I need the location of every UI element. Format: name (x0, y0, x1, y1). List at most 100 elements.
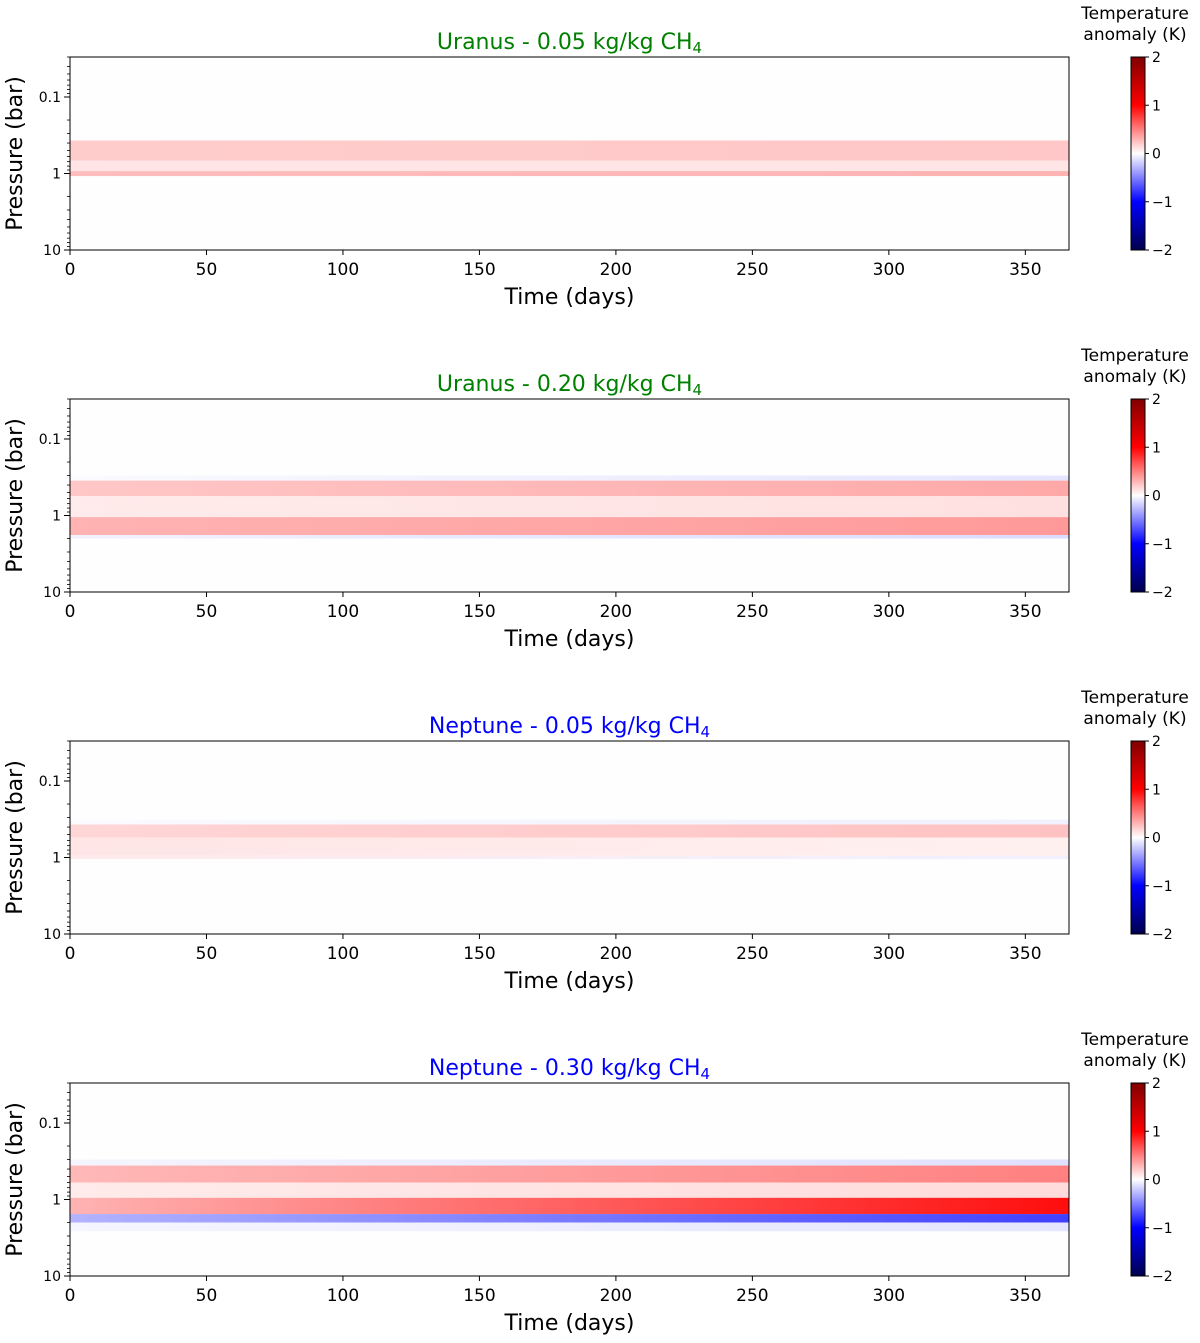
colorbar-label-line1: Temperature (1080, 346, 1189, 366)
colorbar-tick-label: 1 (1152, 782, 1161, 798)
y-axis-label: Pressure (bar) (3, 76, 28, 231)
heatmap-band (70, 1165, 1069, 1183)
x-tick-label: 250 (736, 1286, 768, 1306)
x-tick-label: 200 (600, 260, 632, 280)
colorbar-tick-label: 0 (1152, 1173, 1161, 1189)
colorbar-tick-label: 2 (1152, 392, 1161, 408)
heatmap-band (70, 517, 1069, 536)
colorbar-label-line2: anomaly (K) (1083, 709, 1186, 729)
x-tick-label: 100 (327, 602, 359, 622)
x-axis-label: Time (days) (504, 627, 635, 652)
heatmap-band (70, 1214, 1069, 1223)
colorbar-label-line2: anomaly (K) (1083, 25, 1186, 45)
x-tick-label: 100 (327, 1286, 359, 1306)
x-tick-label: 50 (196, 260, 218, 280)
colorbar-tick-label: −1 (1152, 1221, 1173, 1237)
heatmap-band (70, 855, 1069, 860)
y-axis-label: Pressure (bar) (3, 760, 28, 915)
colorbar-tick-label: −2 (1152, 243, 1173, 259)
heatmap-band (70, 496, 1069, 518)
colorbar-tick-label: 1 (1152, 1124, 1161, 1140)
chart-title: Neptune - 0.30 kg/kg CH4 (429, 1056, 710, 1083)
colorbar (1130, 1082, 1146, 1277)
y-tick-label: 0.1 (39, 1116, 61, 1132)
x-tick-label: 350 (1009, 944, 1041, 964)
heatmap-band (70, 475, 1069, 481)
colorbar-label-line1: Temperature (1080, 4, 1189, 24)
x-tick-label: 300 (873, 1286, 905, 1306)
x-tick-label: 0 (65, 944, 76, 964)
colorbar (1130, 398, 1146, 593)
x-tick-label: 50 (196, 944, 218, 964)
chart-title: Uranus - 0.05 kg/kg CH4 (437, 30, 702, 57)
colorbar-tick-label: −1 (1152, 879, 1173, 895)
heatmap-band (70, 480, 1069, 497)
colorbar-tick-label: −2 (1152, 927, 1173, 943)
x-tick-label: 100 (327, 260, 359, 280)
heatmap-band (70, 1159, 1069, 1166)
x-tick-label: 350 (1009, 260, 1041, 280)
x-axis-label: Time (days) (504, 285, 635, 310)
axes-frame (69, 740, 1070, 935)
y-tick-label: 10 (43, 1269, 61, 1285)
x-tick-label: 150 (463, 602, 495, 622)
x-tick-label: 250 (736, 602, 768, 622)
colorbar-label-line2: anomaly (K) (1083, 1051, 1186, 1071)
x-tick-label: 150 (463, 944, 495, 964)
x-tick-label: 0 (65, 260, 76, 280)
x-tick-label: 350 (1009, 1286, 1041, 1306)
chart-title-subscript: 4 (701, 1065, 711, 1083)
x-tick-label: 200 (600, 944, 632, 964)
y-axis-label: Pressure (bar) (3, 418, 28, 573)
colorbar-label-line2: anomaly (K) (1083, 367, 1186, 387)
colorbar-tick-label: −2 (1152, 585, 1173, 601)
axes-frame (69, 1082, 1070, 1277)
colorbar-tick-label: −1 (1152, 537, 1173, 553)
x-tick-label: 0 (65, 1286, 76, 1306)
heatmap-band (70, 140, 1069, 161)
y-tick-label: 0.1 (39, 90, 61, 106)
chart-title-subscript: 4 (701, 723, 711, 741)
chart-title-subscript: 4 (693, 39, 703, 57)
axes-frame (69, 56, 1070, 251)
x-tick-label: 200 (600, 602, 632, 622)
x-tick-label: 0 (65, 602, 76, 622)
y-tick-label: 10 (43, 243, 61, 259)
y-tick-label: 1 (52, 167, 61, 183)
y-tick-label: 1 (52, 851, 61, 867)
colorbar-label-line1: Temperature (1080, 1030, 1189, 1050)
x-tick-label: 300 (873, 944, 905, 964)
axes-frame (69, 398, 1070, 593)
colorbar-label-line1: Temperature (1080, 688, 1189, 708)
x-axis-label: Time (days) (504, 1311, 635, 1336)
x-axis-label: Time (days) (504, 969, 635, 994)
x-tick-label: 200 (600, 1286, 632, 1306)
colorbar-tick-label: 0 (1152, 831, 1161, 847)
x-tick-label: 50 (196, 1286, 218, 1306)
colorbar-tick-label: 2 (1152, 1076, 1161, 1092)
y-tick-label: 1 (52, 1193, 61, 1209)
y-tick-label: 0.1 (39, 774, 61, 790)
heatmap-band (70, 160, 1069, 172)
x-tick-label: 300 (873, 602, 905, 622)
chart-title: Neptune - 0.05 kg/kg CH4 (429, 714, 710, 741)
x-tick-label: 100 (327, 944, 359, 964)
colorbar-tick-label: 2 (1152, 734, 1161, 750)
heatmap-band (70, 1182, 1069, 1198)
colorbar-tick-label: 0 (1152, 147, 1161, 163)
x-tick-label: 300 (873, 260, 905, 280)
chart-title: Uranus - 0.20 kg/kg CH4 (437, 372, 702, 399)
colorbar-tick-label: 1 (1152, 440, 1161, 456)
heatmap-band (70, 837, 1069, 856)
heatmap-band (70, 171, 1069, 177)
heatmap-band (70, 824, 1069, 838)
colorbar-tick-label: 1 (1152, 98, 1161, 114)
y-tick-label: 0.1 (39, 432, 61, 448)
x-tick-label: 150 (463, 260, 495, 280)
y-tick-label: 10 (43, 585, 61, 601)
